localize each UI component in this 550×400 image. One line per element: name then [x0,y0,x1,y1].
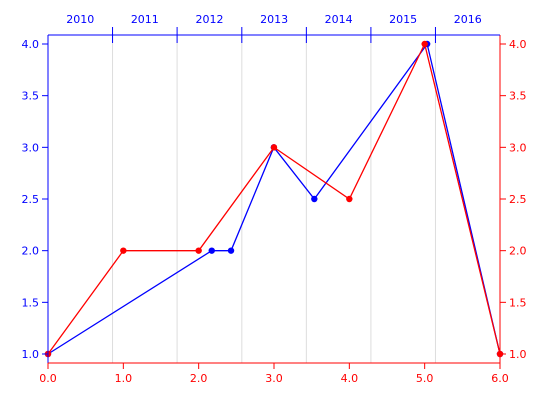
data-point [195,247,202,254]
right-tick-label: 2.5 [509,193,527,206]
left-tick-label: 1.5 [22,296,40,309]
data-point [270,144,278,151]
left-tick-label: 3.0 [22,141,40,154]
right-tick-label: 3.0 [509,141,527,154]
right-tick-label: 3.5 [509,90,527,103]
right-tick-label: 2.0 [509,245,527,258]
bottom-tick-label: 6.0 [491,372,509,385]
series-line [47,42,501,355]
top-tick-label: 2012 [195,13,223,26]
series-line [47,42,501,355]
top-tick-label: 2013 [260,13,288,26]
top-tick-label: 2016 [454,13,482,26]
bottom-tick-label: 1.0 [115,372,133,385]
data-point [421,40,428,48]
top-tick-label: 2010 [66,13,94,26]
bottom-tick-label: 2.0 [190,372,208,385]
left-tick-label: 3.5 [22,90,40,103]
bottom-tick-label: 4.0 [341,372,359,385]
axes: 1.0 1.5 2.0 2.5 3.0 3.5 4.0 1.0 1.5 2.0 2.5 3.0 3.5 4… [22,13,527,385]
top-tick-label: 2014 [325,13,353,26]
top-tick-label: 2011 [131,13,159,26]
vertical-grid [112,35,436,363]
left-tick-label: 1.0 [22,348,40,361]
data-point [227,247,235,254]
left-tick-label: 2.0 [22,245,40,258]
series-layer [44,40,504,358]
data-point [208,247,215,254]
top-tick-label: 2015 [389,13,417,26]
left-tick-label: 2.5 [22,193,40,206]
bottom-tick-label: 0.0 [39,372,57,385]
data-point [346,195,353,203]
bottom-tick-label: 3.0 [265,372,283,385]
left-tick-label: 4.0 [22,38,40,51]
right-tick-label: 1.5 [509,296,527,309]
bottom-tick-label: 5.0 [416,372,434,385]
data-point [120,247,127,254]
data-point [311,195,318,203]
right-tick-label: 4.0 [509,38,527,51]
right-tick-label: 1.0 [509,348,527,361]
